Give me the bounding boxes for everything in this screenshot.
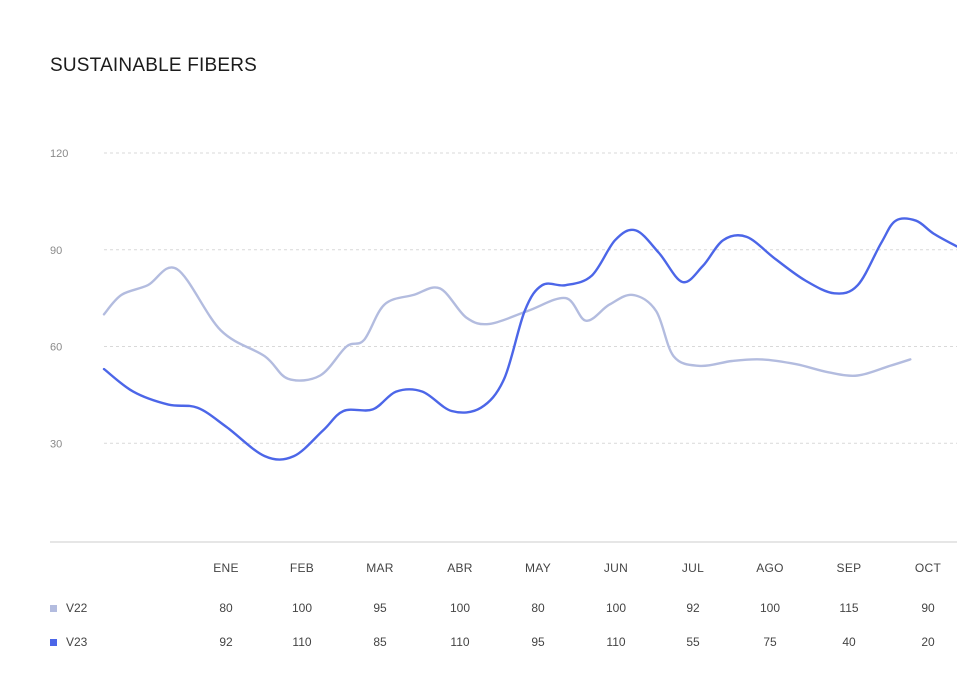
category-label: ENE xyxy=(213,561,239,575)
series-line-v22 xyxy=(102,266,912,382)
legend-swatch xyxy=(50,638,57,646)
table-cell: 20 xyxy=(921,635,935,649)
table-cell: 110 xyxy=(292,635,312,649)
y-tick-label: 60 xyxy=(50,342,62,354)
table-cell: 95 xyxy=(373,601,387,615)
legend-item-v23: V23 xyxy=(50,635,87,649)
table-cell: 75 xyxy=(763,635,777,649)
table-cell: 110 xyxy=(450,635,470,649)
category-label: MAY xyxy=(524,561,551,575)
chart-title: SUSTAINABLE FIBERS xyxy=(50,55,258,76)
table-cell: 100 xyxy=(449,601,471,615)
table-cell: 100 xyxy=(605,601,627,615)
y-axis-ticks: 120 90 60 30 xyxy=(50,148,68,450)
category-label: AGO xyxy=(756,561,784,575)
series-line-v23 xyxy=(102,217,957,461)
category-label: FEB xyxy=(289,561,315,575)
category-label: OCT xyxy=(914,561,942,575)
category-label: ABR xyxy=(447,561,473,575)
y-tick-label: 120 xyxy=(50,148,68,160)
table-cell: 55 xyxy=(686,635,700,649)
table-cell: 90 xyxy=(921,601,935,615)
category-label: JUL xyxy=(681,561,705,575)
grid-lines xyxy=(104,152,957,444)
y-tick-label: 30 xyxy=(50,438,62,450)
table-cell: 85 xyxy=(373,635,387,649)
table-cell: 92 xyxy=(686,601,700,615)
category-label: MAR xyxy=(366,561,394,575)
category-label: SEP xyxy=(836,561,862,575)
table-cell: 92 xyxy=(219,635,233,649)
category-label: JUN xyxy=(603,561,629,575)
y-tick-label: 90 xyxy=(50,245,62,257)
table-cell: 115 xyxy=(839,601,859,615)
table-cell: 40 xyxy=(842,635,856,649)
table-cell: 110 xyxy=(606,635,626,649)
table-cell: 100 xyxy=(291,601,313,615)
legend-label: V22 xyxy=(66,601,88,615)
legend-swatch xyxy=(50,604,57,612)
legend-label: V23 xyxy=(66,635,88,649)
table-cell: 95 xyxy=(531,635,545,649)
legend-item-v22: V22 xyxy=(50,601,87,615)
table-cell: 80 xyxy=(219,601,233,615)
table-cell: 100 xyxy=(759,601,781,615)
series-lines xyxy=(102,217,957,461)
table-cell: 80 xyxy=(531,601,545,615)
